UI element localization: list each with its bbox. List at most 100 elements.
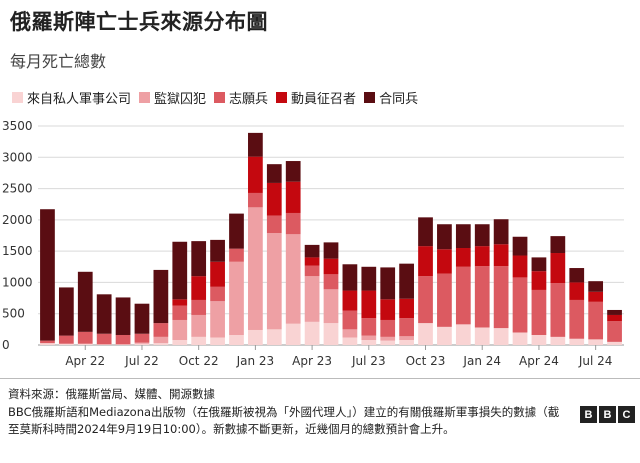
- bar-segment: [285, 181, 301, 213]
- bar-segment: [342, 264, 358, 291]
- x-tick-label: Oct 22: [179, 354, 219, 368]
- bar-segment: [304, 321, 320, 345]
- bar-segment: [191, 241, 207, 277]
- bar-segment: [399, 339, 414, 345]
- bar-segment: [172, 299, 188, 306]
- legend-item-contract: 合同兵: [364, 88, 418, 107]
- bar-segment: [191, 336, 207, 345]
- y-tick-label: 2000: [2, 213, 33, 227]
- bar-segment: [380, 319, 396, 337]
- bar-segment: [418, 276, 433, 324]
- y-tick-label: 2500: [2, 182, 33, 196]
- bar-segment: [153, 323, 169, 337]
- bar-segment: [380, 267, 396, 300]
- bar-segment: [531, 289, 547, 335]
- bar-segment: [304, 276, 320, 322]
- source-note: 資料來源：俄羅斯當局、媒體、開源數據: [8, 387, 215, 401]
- bar-segment: [588, 339, 604, 345]
- bar-segment: [342, 337, 358, 345]
- bbc-logo-letter: C: [618, 406, 635, 423]
- bar-segment: [418, 323, 433, 345]
- bar-segment: [172, 319, 188, 340]
- bar-segment: [569, 268, 585, 283]
- bar-segment: [248, 207, 263, 330]
- bar-segment: [248, 329, 263, 345]
- bar-segment: [210, 239, 225, 262]
- bar-segment: [115, 334, 131, 345]
- bar-segment: [266, 215, 282, 233]
- bar-segment: [285, 212, 301, 235]
- bar-segment: [266, 329, 282, 345]
- bar-segment: [607, 341, 622, 345]
- legend: 來自私人軍事公司 監獄囚犯 志願兵 動員征召者 合同兵: [12, 88, 426, 107]
- bar-segment: [493, 266, 509, 329]
- bar-segment: [437, 273, 452, 327]
- bar-segment: [361, 290, 377, 319]
- bar-segment: [304, 265, 320, 277]
- bar-segment: [191, 314, 207, 337]
- bar-segment: [342, 329, 358, 338]
- bar-segment: [229, 248, 244, 262]
- bar-segment: [304, 257, 320, 266]
- bar-segment: [399, 298, 414, 319]
- x-tick-label: Jul 24: [578, 354, 613, 368]
- bar-segment: [361, 318, 377, 336]
- y-tick-label: 0: [2, 338, 10, 352]
- legend-item-prisoners: 監獄囚犯: [139, 88, 206, 107]
- bar-segment: [77, 343, 93, 345]
- bar-segment: [418, 246, 433, 277]
- legend-label-contract: 合同兵: [379, 92, 419, 107]
- bar-segment: [361, 266, 377, 291]
- bar-segment: [380, 340, 396, 345]
- bar-segment: [323, 242, 339, 259]
- bar-segment: [210, 286, 225, 302]
- bar-segment: [323, 323, 339, 345]
- legend-swatch-contract: [364, 92, 376, 103]
- bar-segment: [569, 282, 585, 300]
- bar-segment: [361, 339, 377, 345]
- bar-segment: [172, 305, 188, 320]
- bar-segment: [437, 224, 452, 250]
- bar-segment: [455, 324, 471, 345]
- legend-swatch-volunteers: [214, 92, 226, 103]
- bar-segment: [512, 236, 528, 256]
- bar-segment: [40, 343, 55, 345]
- bar-segment: [96, 294, 112, 334]
- bar-segment: [474, 266, 490, 328]
- bar-segment: [172, 241, 188, 300]
- bar-segment: [134, 303, 150, 334]
- y-tick-label: 3000: [2, 150, 33, 164]
- bar-segment: [172, 339, 188, 345]
- bar-segment: [399, 318, 414, 337]
- bar-segment: [58, 335, 74, 344]
- footnote: BBC俄羅斯語和Mediazona出版物（在俄羅斯被視為「外國代理人」）建立的有…: [8, 405, 560, 436]
- bbc-logo-letter: B: [580, 406, 597, 423]
- bar-segment: [474, 224, 490, 247]
- bar-segment: [285, 323, 301, 345]
- legend-item-mobilized: 動員征召者: [276, 88, 356, 107]
- bar-segment: [512, 277, 528, 333]
- bar-segment: [569, 299, 585, 339]
- bar-segment: [191, 276, 207, 300]
- x-tick-label: Jul 22: [124, 354, 159, 368]
- bar-segment: [550, 236, 566, 254]
- legend-label-volunteers: 志願兵: [229, 92, 269, 107]
- bar-segment: [399, 263, 414, 299]
- bar-segment: [191, 299, 207, 315]
- legend-label-pmc: 來自私人軍事公司: [27, 92, 132, 107]
- y-tick-label: 1000: [2, 275, 33, 289]
- bar-segment: [96, 344, 112, 345]
- bar-segment: [493, 244, 509, 267]
- bar-segment: [588, 281, 604, 292]
- bar-segment: [493, 328, 509, 345]
- x-tick-label: Apr 24: [519, 354, 559, 368]
- legend-item-pmc: 來自私人軍事公司: [12, 88, 131, 107]
- bar-segment: [153, 269, 169, 324]
- bar-segment: [248, 192, 263, 208]
- bar-segment: [266, 182, 282, 216]
- bar-segment: [58, 343, 74, 345]
- bar-segment: [40, 340, 55, 344]
- bar-segment: [210, 301, 225, 338]
- bar-segment: [531, 334, 547, 345]
- chart-subtitle: 每月死亡總數: [10, 52, 107, 71]
